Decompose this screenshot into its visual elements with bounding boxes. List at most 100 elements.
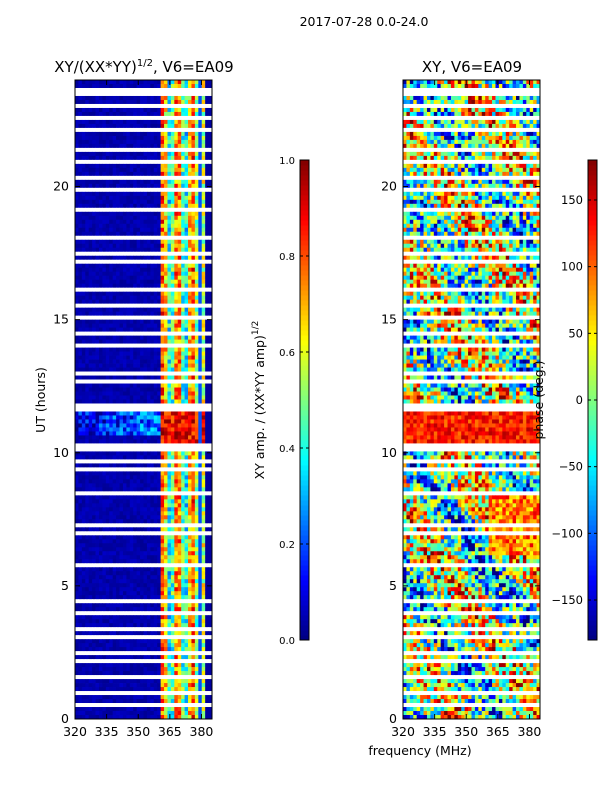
heatmap-cell — [112, 83, 117, 89]
heatmap-cell — [191, 455, 196, 460]
heatmap-cell — [191, 531, 196, 536]
heatmap-cell — [98, 463, 103, 468]
heatmap-cell — [119, 359, 124, 364]
heatmap-cell — [150, 567, 155, 572]
heatmap-cell — [88, 259, 93, 265]
heatmap-cell — [194, 423, 199, 428]
heatmap-cell — [105, 391, 110, 396]
heatmap-cell — [85, 459, 90, 464]
heatmap-cell — [75, 139, 79, 145]
heatmap-cell — [129, 95, 134, 101]
heatmap-cell — [88, 107, 93, 113]
heatmap-cell — [157, 531, 162, 536]
heatmap-cell — [208, 479, 213, 484]
heatmap-cell — [98, 375, 103, 380]
heatmap-cell — [181, 315, 185, 321]
heatmap-cell — [153, 411, 158, 416]
heatmap-cell — [170, 235, 175, 241]
heatmap-cell — [78, 119, 83, 125]
heatmap-cell — [126, 171, 131, 177]
heatmap-cell — [116, 191, 120, 197]
heatmap-cell — [88, 151, 93, 157]
heatmap-cell — [177, 343, 182, 348]
heatmap-cell — [122, 271, 127, 277]
heatmap-cell — [184, 295, 189, 301]
heatmap-cell — [191, 539, 196, 544]
heatmap-cell — [174, 80, 179, 85]
heatmap-cell — [136, 335, 141, 340]
heatmap-cell — [119, 207, 124, 213]
heatmap-cell — [88, 183, 93, 189]
heatmap-cell — [143, 279, 148, 285]
heatmap-cell — [75, 371, 79, 376]
heatmap-cell — [122, 523, 127, 528]
heatmap-cell — [191, 107, 196, 113]
heatmap-cell — [201, 83, 206, 89]
heatmap-cell — [188, 339, 192, 344]
heatmap-cell — [160, 567, 165, 572]
heatmap-cell — [109, 343, 114, 348]
heatmap-cell — [102, 575, 107, 580]
heatmap-cell — [81, 335, 86, 340]
heatmap-cell — [146, 311, 151, 317]
heatmap-cell — [167, 567, 172, 572]
heatmap-cell — [81, 223, 86, 229]
heatmap-cell — [105, 163, 110, 169]
heatmap-cell — [157, 411, 162, 416]
heatmap-cell — [181, 295, 185, 301]
heatmap-cell — [194, 175, 199, 181]
heatmap-cell — [170, 467, 175, 472]
heatmap-cell — [157, 443, 162, 448]
heatmap-cell — [177, 87, 182, 93]
heatmap-cell — [188, 335, 192, 340]
heatmap-cell — [160, 303, 165, 309]
heatmap-cell — [181, 443, 185, 448]
heatmap-cell — [188, 171, 192, 177]
heatmap-cell — [201, 219, 206, 225]
heatmap-cell — [98, 391, 103, 396]
heatmap-cell — [170, 339, 175, 344]
heatmap-cell — [143, 80, 148, 85]
heatmap-cell — [177, 543, 182, 548]
heatmap-cell — [188, 179, 192, 185]
heatmap-cell — [177, 411, 182, 416]
heatmap-cell — [140, 575, 144, 580]
heatmap-cell — [95, 199, 100, 205]
heatmap-cell — [146, 447, 151, 452]
heatmap-cell — [208, 571, 213, 576]
heatmap-cell — [95, 483, 100, 488]
heatmap-cell — [98, 503, 103, 508]
heatmap-cell — [181, 339, 185, 344]
heatmap-cell — [116, 475, 120, 480]
heatmap-cell — [133, 259, 138, 265]
heatmap-cell — [198, 347, 203, 352]
heatmap-cell — [81, 307, 86, 313]
heatmap-cell — [133, 519, 138, 524]
heatmap-cell — [208, 291, 213, 297]
heatmap-cell — [184, 83, 189, 89]
heatmap-cell — [146, 167, 151, 173]
heatmap-cell — [191, 447, 196, 452]
heatmap-cell — [136, 319, 141, 325]
heatmap-cell — [75, 451, 79, 456]
heatmap-cell — [85, 383, 90, 388]
heatmap-cell — [164, 283, 168, 289]
heatmap-cell — [88, 479, 93, 484]
heatmap-cell — [188, 127, 192, 133]
heatmap-cell — [102, 411, 107, 416]
heatmap-cell — [194, 399, 199, 404]
heatmap-cell — [188, 535, 192, 540]
heatmap-cell — [78, 439, 83, 444]
heatmap-cell — [88, 195, 93, 201]
heatmap-cell — [105, 491, 110, 496]
heatmap-cell — [126, 115, 131, 121]
heatmap-cell — [105, 115, 110, 121]
heatmap-cell — [146, 455, 151, 460]
heatmap-cell — [153, 131, 158, 137]
heatmap-cell — [181, 575, 185, 580]
heatmap-cell — [81, 503, 86, 508]
heatmap-cell — [105, 123, 110, 129]
heatmap-cell — [126, 279, 131, 285]
heatmap-cell — [136, 251, 141, 257]
heatmap-cell — [136, 399, 141, 404]
